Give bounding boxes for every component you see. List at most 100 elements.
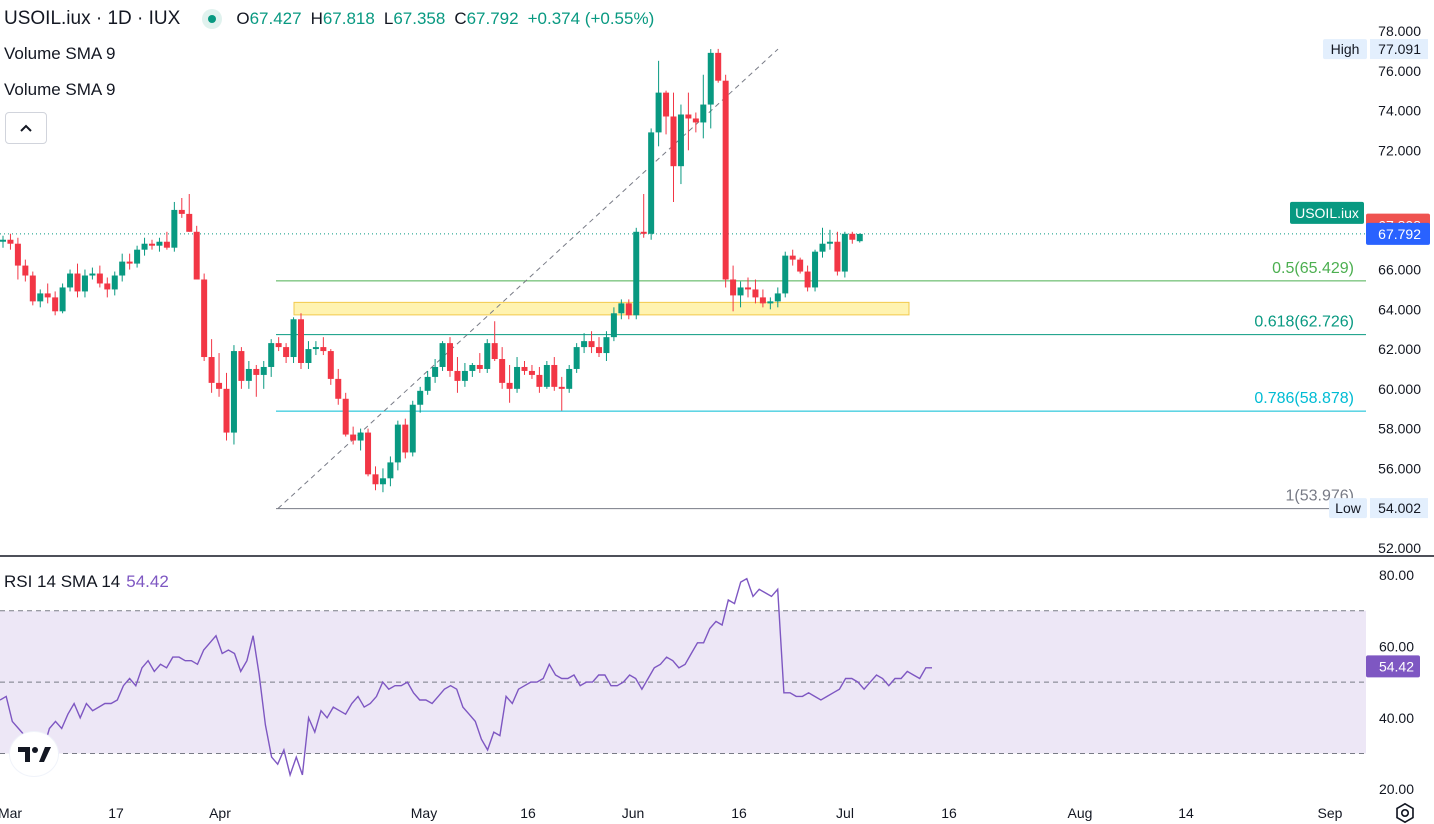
candle-body <box>394 424 401 463</box>
candle-body <box>290 319 297 358</box>
price-axis-tick: 64.000 <box>1378 301 1421 317</box>
candle-body <box>730 279 737 296</box>
candle-body <box>469 364 476 371</box>
rsi-legend[interactable]: RSI 14 SMA 14 54.42 <box>4 572 169 592</box>
rsi-label: RSI 14 SMA 14 <box>4 572 121 591</box>
candle-body <box>156 241 163 246</box>
candle-body <box>320 347 327 352</box>
candle-body <box>44 293 51 298</box>
collapse-indicators-button[interactable] <box>5 112 47 144</box>
high-key: H <box>310 9 323 28</box>
chevron-up-icon <box>20 124 32 132</box>
rsi-axis-tick: 20.00 <box>1379 781 1414 797</box>
candle-body <box>81 275 88 292</box>
resistance-zone[interactable] <box>293 301 910 316</box>
candle-body <box>342 398 349 435</box>
symbol-price-tag <box>1290 201 1364 224</box>
indicator-volume-sma-1[interactable]: Volume SMA 9 <box>4 44 116 63</box>
candle-body <box>335 378 342 399</box>
candle-body <box>253 368 260 375</box>
time-axis-tick: 16 <box>520 805 536 821</box>
candle-body <box>171 209 178 248</box>
gear-icon[interactable] <box>1394 802 1416 824</box>
time-axis-tick: 16 <box>731 805 747 821</box>
price-axis-tick: 74.000 <box>1378 103 1421 119</box>
symbol-price-tag-text: USOIL.iux <box>1295 205 1359 221</box>
candle-body <box>841 233 848 272</box>
candle-body <box>633 231 640 316</box>
market-status-icon <box>202 9 223 29</box>
candle-body <box>655 92 662 133</box>
candle-body <box>29 275 36 302</box>
candle-body <box>528 370 535 375</box>
candle-body <box>506 382 513 389</box>
candle-body <box>283 347 290 358</box>
tradingview-logo-icon[interactable] <box>10 732 58 776</box>
candle-body <box>588 341 595 348</box>
symbol-title[interactable]: USOIL.iux · 1D · IUX <box>4 8 181 29</box>
indicator-volume-sma-2[interactable]: Volume SMA 9 <box>4 80 116 99</box>
candle-body <box>275 343 282 348</box>
candle-body <box>558 386 565 389</box>
price-axis-tick: 56.000 <box>1378 460 1421 476</box>
candle-body <box>141 243 148 250</box>
rsi-line[interactable] <box>0 577 932 778</box>
low-label-box <box>1329 498 1367 519</box>
candle-body <box>677 114 684 167</box>
low-value-text: 54.002 <box>1378 500 1421 516</box>
candle-body <box>201 279 208 358</box>
candle-body <box>663 92 670 117</box>
time-axis-tick: Sep <box>1318 805 1343 821</box>
fib-level-label: 0.786(58.878) <box>1254 390 1354 407</box>
candle-body <box>372 474 379 485</box>
candle-body <box>707 52 714 105</box>
candle-body <box>327 351 334 379</box>
candle-body <box>59 287 66 312</box>
candle-body <box>14 243 21 266</box>
candle-body <box>752 289 759 298</box>
current-price-value: 67.792 <box>1378 226 1421 242</box>
rsi-axis-tick: 60.00 <box>1379 638 1414 654</box>
candle-body <box>521 366 528 371</box>
candle-body <box>447 343 453 371</box>
candle-body <box>298 319 304 363</box>
candle-body <box>856 233 863 242</box>
candle-body <box>37 293 44 302</box>
high-label-box <box>1323 39 1367 60</box>
candle-body <box>722 80 729 280</box>
candle-body <box>379 478 386 485</box>
open-key: O <box>236 9 250 28</box>
high-value-text: 77.091 <box>1378 41 1421 57</box>
rsi-value: 54.42 <box>126 572 169 591</box>
candle-body <box>454 370 461 381</box>
tradingview-logo-glyph <box>18 747 51 762</box>
candle-body <box>603 337 610 354</box>
candle-body <box>759 297 766 304</box>
candle-body <box>670 116 677 167</box>
candle-body <box>625 303 632 316</box>
rsi-axis-tick: 80.00 <box>1379 567 1414 583</box>
candle-body <box>774 293 781 302</box>
high-label-text: High <box>1331 41 1360 57</box>
candle-body <box>0 239 6 242</box>
candle-body <box>409 404 416 453</box>
candle-body <box>596 347 602 354</box>
candle-body <box>268 343 275 367</box>
candle-body <box>789 255 796 260</box>
candle-body <box>230 351 237 433</box>
price-axis-tick: 78.000 <box>1378 23 1421 39</box>
candle-body <box>826 241 833 244</box>
candle-body <box>22 265 29 276</box>
candle-body <box>119 261 126 276</box>
price-axis-tick: 60.000 <box>1378 381 1421 397</box>
candle-body <box>223 388 230 433</box>
candle-body <box>849 233 856 240</box>
candle-body <box>715 52 722 81</box>
candle-body <box>804 271 811 288</box>
low-label-text: Low <box>1335 500 1362 516</box>
candle-body <box>566 368 573 389</box>
candle-body <box>551 364 558 387</box>
time-axis-tick: Jul <box>836 805 854 821</box>
candle-body <box>312 347 319 350</box>
